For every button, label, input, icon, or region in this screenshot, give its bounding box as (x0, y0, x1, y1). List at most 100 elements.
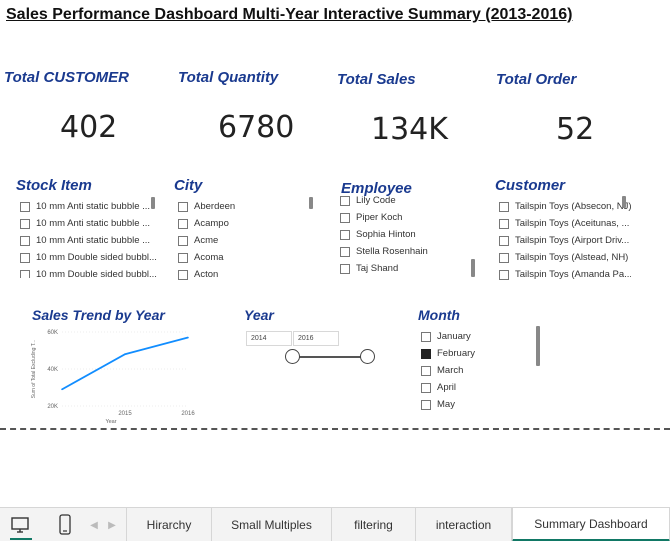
checkbox[interactable] (499, 218, 509, 229)
desktop-view-button[interactable] (0, 508, 40, 541)
checkbox[interactable] (340, 263, 350, 274)
employee-option[interactable]: Sophia Hinton (340, 226, 470, 243)
kpi-label-customers: Total CUSTOMER (4, 69, 130, 86)
tab-hirarchy[interactable]: Hirarchy (126, 508, 212, 541)
checkbox[interactable] (421, 399, 431, 410)
employee-option[interactable]: Stella Rosenhain (340, 243, 470, 260)
checkbox[interactable] (499, 252, 509, 263)
customer-option[interactable]: Tailspin Toys (Absecon, NJ) (499, 198, 631, 215)
y-tick-label: 40K (47, 367, 58, 373)
stock-item-option[interactable]: 10 mm Anti static bubble ... (20, 232, 160, 249)
month-slicer-title: Month (418, 307, 460, 323)
kpi-value-sales: 134K (371, 112, 448, 147)
checkbox[interactable] (178, 252, 188, 263)
tab-small-multiples[interactable]: Small Multiples (212, 508, 332, 541)
checkbox[interactable] (178, 201, 188, 212)
month-scrollbar[interactable] (536, 326, 540, 366)
data-point (187, 336, 189, 339)
city-slicer-title: City (174, 177, 203, 194)
stock-item-slicer-title: Stock Item (16, 177, 92, 194)
stock-item-option[interactable]: 10 mm Anti static bubble ... (20, 215, 160, 232)
chevron-right-icon[interactable]: ▶ (108, 519, 116, 531)
checkbox[interactable] (499, 269, 509, 280)
checkbox[interactable] (421, 331, 431, 342)
month-option[interactable]: March (421, 362, 521, 379)
checkbox[interactable] (178, 218, 188, 229)
checkbox[interactable] (178, 235, 188, 246)
month-option[interactable]: April (421, 379, 521, 396)
stock-item-scrollbar[interactable] (151, 197, 155, 209)
employee-option[interactable]: Taj Shand (340, 260, 470, 277)
kpi-label-quantity: Total Quantity (178, 69, 279, 86)
city-option[interactable]: Acoma (178, 249, 298, 266)
customer-option[interactable]: Tailspin Toys (Aceitunas, ... (499, 215, 631, 232)
month-option[interactable]: May (421, 396, 521, 413)
checkbox[interactable] (421, 382, 431, 393)
month-slicer-list: January February March April May (421, 328, 521, 416)
kpi-value-quantity: 6780 (218, 110, 295, 145)
data-point (61, 388, 63, 391)
year-slicer-title: Year (244, 307, 274, 323)
y-tick-label: 60K (47, 330, 58, 336)
customer-slicer-title: Customer (495, 177, 566, 194)
year-end-input[interactable]: 2016 (293, 331, 339, 346)
stock-item-option[interactable]: 10 mm Double sided bubbl... (20, 249, 160, 266)
employee-scrollbar[interactable] (471, 259, 475, 277)
checkbox[interactable] (340, 229, 350, 240)
checkbox[interactable] (20, 235, 30, 246)
customer-option[interactable]: Tailspin Toys (Amanda Pa... (499, 266, 631, 282)
stock-item-option[interactable]: 10 mm Anti static bubble ... (20, 198, 160, 215)
checkbox[interactable] (20, 252, 30, 263)
tab-filtering[interactable]: filtering (332, 508, 416, 541)
checkbox[interactable] (178, 269, 188, 280)
phone-icon (59, 514, 71, 535)
mobile-view-button[interactable] (48, 508, 82, 541)
city-option[interactable]: Acampo (178, 215, 298, 232)
tab-summary-dashboard[interactable]: Summary Dashboard (512, 508, 670, 541)
checkbox[interactable] (340, 196, 350, 206)
employee-slicer-list: Lily Code Piper Koch Sophia Hinton Stell… (340, 196, 470, 280)
checkbox-checked[interactable] (421, 348, 431, 359)
employee-option[interactable]: Lily Code (340, 196, 470, 209)
checkbox[interactable] (20, 218, 30, 229)
checkbox[interactable] (340, 246, 350, 257)
year-start-input[interactable]: 2014 (246, 331, 292, 346)
x-axis-title: Year (105, 419, 116, 425)
customer-scrollbar[interactable] (622, 196, 626, 208)
kpi-value-customers: 402 (60, 110, 118, 145)
page-title: Sales Performance Dashboard Multi-Year I… (6, 6, 573, 23)
checkbox[interactable] (340, 212, 350, 223)
page-tab-bar: ◀ ▶ Hirarchy Small Multiples filtering i… (0, 507, 670, 541)
city-slicer-list: Aberdeen Acampo Acme Acoma Acton (178, 198, 298, 282)
x-tick-label: 2015 (118, 411, 132, 417)
checkbox[interactable] (499, 235, 509, 246)
tab-interaction[interactable]: interaction (416, 508, 512, 541)
month-option-selected[interactable]: February (421, 345, 521, 362)
city-option[interactable]: Acton (178, 266, 298, 282)
customer-option[interactable]: Tailspin Toys (Alstead, NH) (499, 249, 631, 266)
year-slider-track (292, 356, 368, 358)
checkbox[interactable] (421, 365, 431, 376)
kpi-value-orders: 52 (556, 112, 595, 147)
customer-slicer-list: Tailspin Toys (Absecon, NJ) Tailspin Toy… (499, 198, 631, 282)
stock-item-slicer-list: 10 mm Anti static bubble ... 10 mm Anti … (20, 198, 160, 278)
desktop-active-indicator (10, 538, 32, 540)
stock-item-option[interactable]: 10 mm Double sided bubbl... (20, 266, 160, 278)
year-slider-start-handle[interactable] (285, 349, 300, 364)
city-option[interactable]: Aberdeen (178, 198, 298, 215)
data-point (124, 353, 126, 355)
year-slider-end-handle[interactable] (360, 349, 375, 364)
checkbox[interactable] (20, 269, 30, 278)
city-option[interactable]: Acme (178, 232, 298, 249)
checkbox[interactable] (20, 201, 30, 212)
month-option[interactable]: January (421, 328, 521, 345)
trend-chart-title: Sales Trend by Year (32, 307, 165, 323)
city-scrollbar[interactable] (309, 197, 313, 209)
desktop-icon (11, 517, 29, 533)
trend-line-chart: 20K 40K 60K 2015 2016 Year Sum of Total Exclud… (31, 330, 195, 425)
employee-option[interactable]: Piper Koch (340, 209, 470, 226)
employee-slicer-title: Employee (341, 180, 412, 197)
checkbox[interactable] (499, 201, 509, 212)
chevron-left-icon[interactable]: ◀ (90, 519, 98, 531)
customer-option[interactable]: Tailspin Toys (Airport Driv... (499, 232, 631, 249)
